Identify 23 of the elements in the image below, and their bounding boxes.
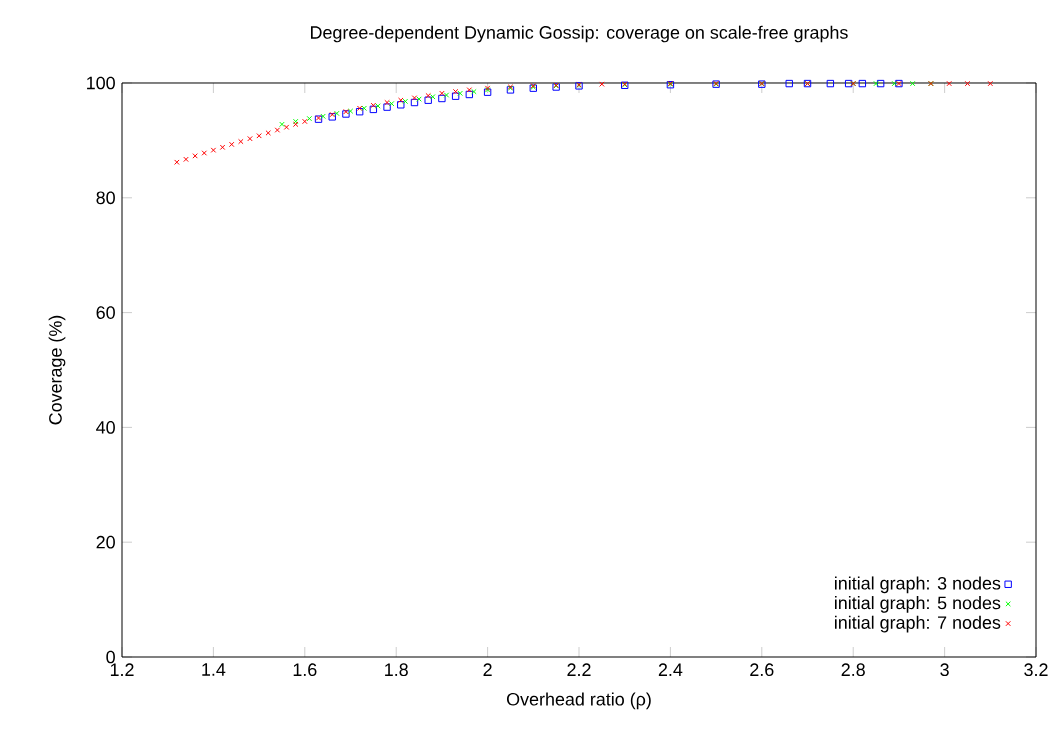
- x-tick-label: 1.2: [110, 663, 134, 676]
- y-tick-label: 40: [96, 421, 115, 434]
- x-tick-label: 1.6: [293, 663, 317, 677]
- y-tick-label: 20: [96, 535, 115, 549]
- legend-label: initial graph: 3 nodes: [835, 576, 1001, 594]
- y-tick-label: 80: [96, 191, 115, 205]
- x-tick-label: 3.2: [1024, 663, 1048, 677]
- x-tick-label: 2.8: [841, 663, 865, 677]
- y-tick-label: 60: [96, 306, 115, 319]
- legend-label: initial graph: 7 nodes: [835, 615, 1001, 633]
- x-tick-label: 3: [940, 663, 949, 677]
- legend-label: initial graph: 5 nodes: [835, 596, 1001, 613]
- x-tick-label: 2: [483, 663, 492, 676]
- x-axis-title: Overhead ratio (ρ): [506, 692, 651, 710]
- x-tick-label: 1.8: [385, 663, 408, 677]
- x-tick-label: 1.4: [202, 663, 226, 676]
- y-tick-label: 100: [87, 76, 115, 90]
- x-tick-label: 2.6: [750, 663, 774, 677]
- x-tick-label: 2.4: [658, 663, 683, 676]
- y-axis-title: Coverage (%): [48, 315, 66, 425]
- y-tick-label: 0: [106, 650, 115, 664]
- x-tick-label: 2.2: [567, 663, 591, 676]
- chart-title: Degree-dependent Dynamic Gossip: coverage on scale-free graphs: [311, 25, 848, 43]
